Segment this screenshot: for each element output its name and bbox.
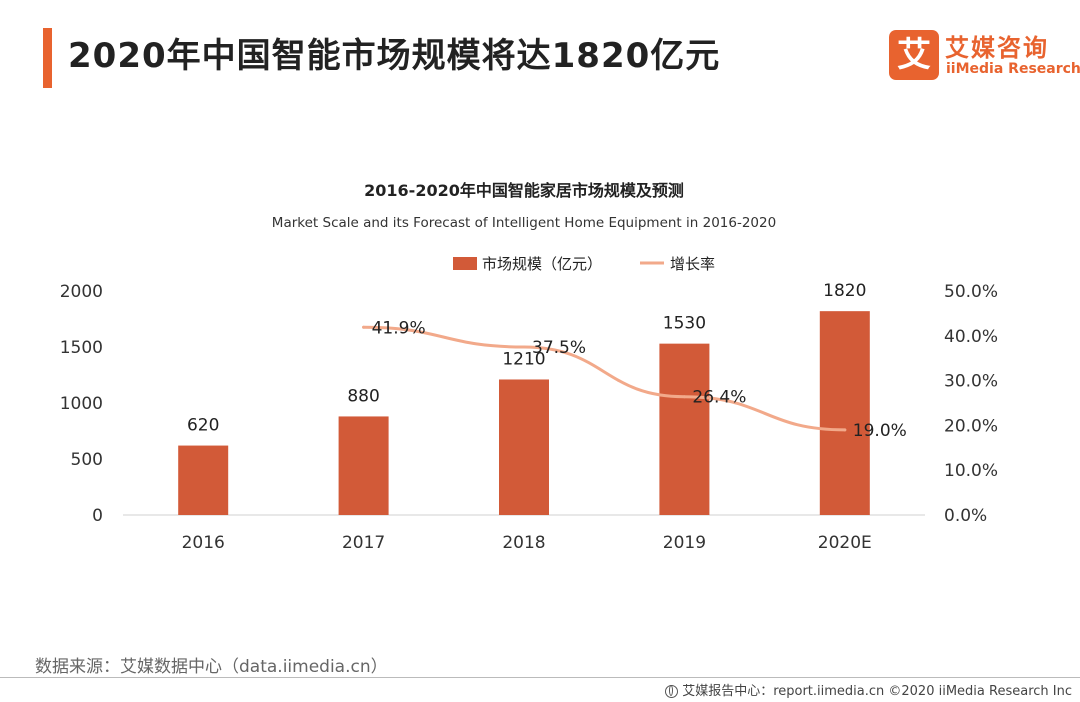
y-right-tick-label: 20.0%	[944, 416, 998, 436]
chart-title: 2016-2020年中国智能家居市场规模及预测	[364, 181, 684, 200]
bar-2020e	[819, 311, 870, 515]
bar-value-label: 1210	[502, 349, 545, 369]
growth-rate-label: 19.0%	[853, 421, 907, 441]
legend-label-bar: 市场规模（亿元）	[482, 255, 602, 273]
logo-name-cn: 艾媒咨询	[945, 34, 1049, 62]
page-title: 2020年中国智能市场规模将达1820亿元	[68, 36, 721, 76]
bar-series	[178, 311, 870, 515]
x-axis: 2016 2017 2018 2019 2020E	[182, 533, 872, 553]
growth-rate-labels: 41.9% 37.5% 26.4% 19.0%	[372, 318, 907, 441]
x-tick-label: 2016	[182, 533, 225, 553]
iimedia-logo: 艾 艾媒咨询 iiMedia Research	[889, 30, 1080, 82]
y-right-axis: 50.0% 40.0% 30.0% 20.0% 10.0% 0.0%	[944, 282, 998, 526]
footer-divider	[0, 677, 1080, 678]
x-tick-label: 2019	[663, 533, 706, 553]
bar-2017	[338, 416, 389, 515]
data-source: 数据来源：艾媒数据中心（data.iimedia.cn）	[35, 657, 388, 677]
footer-credit-text: 艾媒报告中心：report.iimedia.cn ©2020 iiMedia R…	[682, 684, 1072, 699]
title-accent-bar	[43, 28, 52, 88]
y-right-tick-label: 50.0%	[944, 282, 998, 302]
growth-rate-label: 26.4%	[692, 388, 746, 408]
y-left-tick-label: 2000	[60, 282, 103, 302]
chart-subtitle: Market Scale and its Forecast of Intelli…	[272, 215, 776, 231]
globe-icon	[665, 685, 679, 698]
bar-value-labels: 620 880 1210 1530 1820	[187, 281, 866, 435]
x-tick-label: 2018	[502, 533, 545, 553]
y-left-tick-label: 1000	[60, 394, 103, 414]
y-left-axis: 2000 1500 1000 500 0	[60, 282, 103, 526]
y-left-tick-label: 0	[92, 506, 103, 526]
bar-value-label: 1820	[823, 281, 866, 301]
growth-rate-point	[362, 325, 366, 329]
bar-2016	[178, 445, 229, 515]
y-right-tick-label: 0.0%	[944, 506, 987, 526]
growth-rate-label: 37.5%	[532, 338, 586, 358]
bar-value-label: 880	[347, 386, 379, 406]
growth-rate-point	[682, 395, 686, 399]
y-left-tick-label: 1500	[60, 338, 103, 358]
growth-rate-label: 41.9%	[372, 318, 426, 338]
bar-2018	[499, 379, 549, 515]
growth-rate-line	[362, 325, 847, 432]
footer-credit: 艾媒报告中心：report.iimedia.cn ©2020 iiMedia R…	[665, 680, 1072, 699]
logo-name-en: iiMedia Research	[946, 61, 1080, 77]
y-left-tick-label: 500	[71, 450, 103, 470]
logo-mark-icon: 艾	[889, 30, 939, 80]
y-right-tick-label: 10.0%	[944, 461, 998, 481]
y-right-tick-label: 30.0%	[944, 372, 998, 392]
y-right-tick-label: 40.0%	[944, 327, 998, 347]
bar-2019	[659, 343, 710, 515]
x-tick-label: 2017	[342, 533, 385, 553]
x-tick-label: 2020E	[818, 533, 872, 553]
bar-value-label: 620	[187, 416, 219, 436]
bar-value-label: 1530	[663, 314, 706, 334]
legend-swatch-bar	[453, 257, 477, 270]
chart-legend: 市场规模（亿元） 增长率	[453, 255, 715, 273]
growth-rate-point	[522, 345, 526, 349]
growth-rate-point	[843, 428, 847, 432]
legend-label-line: 增长率	[670, 255, 715, 273]
growth-rate-series	[362, 325, 847, 432]
